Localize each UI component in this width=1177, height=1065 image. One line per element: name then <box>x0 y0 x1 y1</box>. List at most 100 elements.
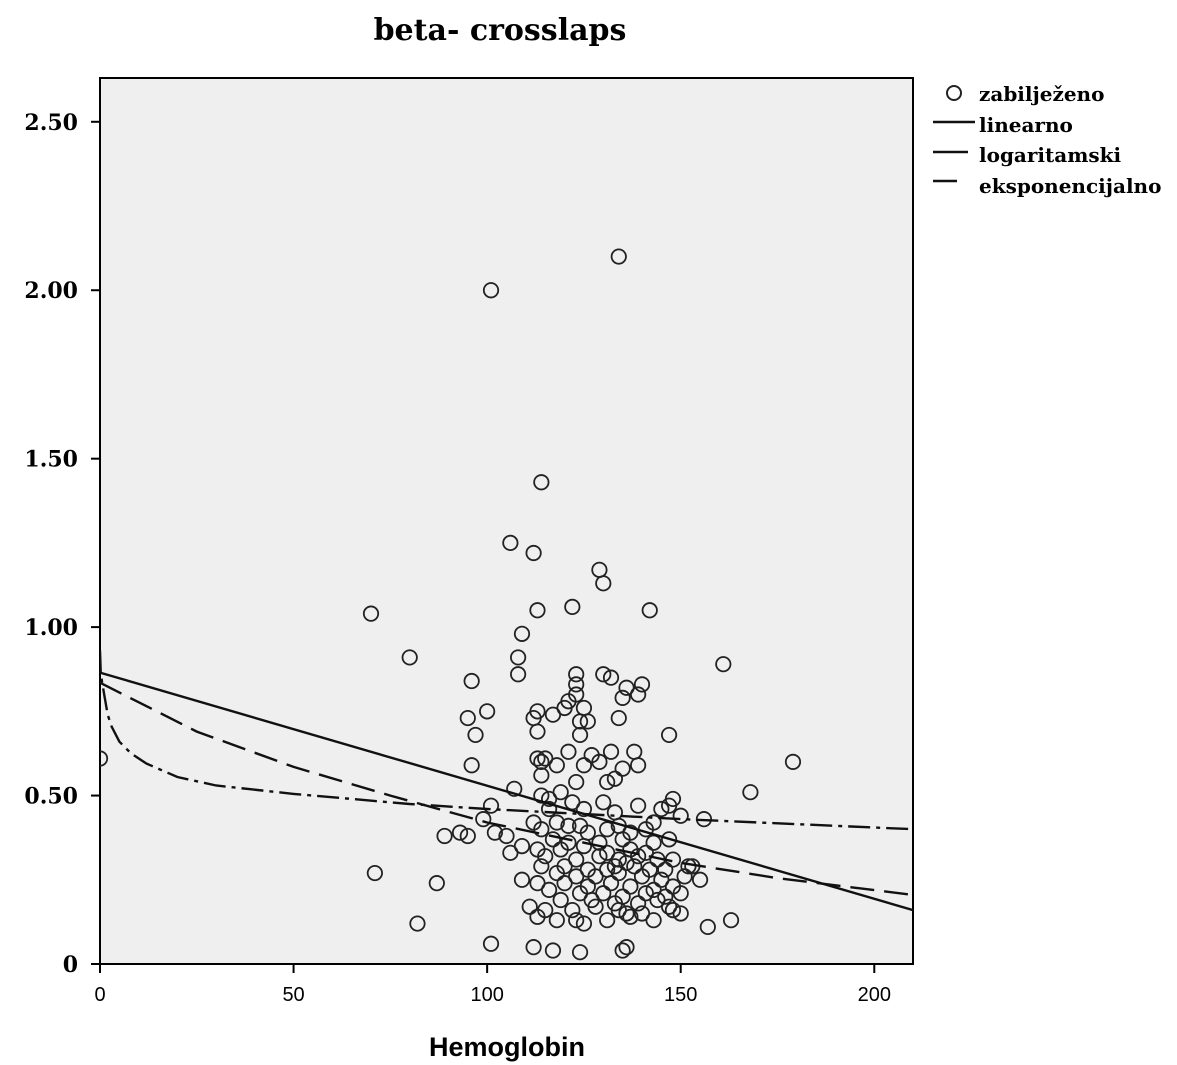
fit-line-solid <box>100 671 913 912</box>
data-point <box>498 827 515 845</box>
data-point <box>660 726 678 744</box>
data-point <box>513 871 531 888</box>
fit-line-dashed <box>100 681 913 897</box>
data-point <box>599 773 616 791</box>
data-point <box>610 248 627 265</box>
data-point <box>653 800 670 818</box>
data-point <box>552 784 569 801</box>
data-point <box>630 797 647 814</box>
data-point <box>436 827 453 845</box>
data-point <box>510 666 527 683</box>
data-point <box>602 669 620 686</box>
data-point <box>475 811 492 828</box>
data-point <box>599 912 616 929</box>
chart-title: beta- crosslaps <box>374 13 627 48</box>
data-point <box>533 858 550 875</box>
data-point <box>529 750 546 767</box>
data-point <box>482 935 500 952</box>
data-point <box>587 868 604 885</box>
data-point <box>575 800 593 818</box>
data-point <box>366 864 383 882</box>
data-point <box>610 709 627 727</box>
data-point <box>672 807 689 824</box>
data-point <box>614 689 631 706</box>
y-tick-label: 2.50 <box>24 110 78 136</box>
data-point <box>660 831 678 848</box>
legend-label: logaritamski <box>979 143 1121 167</box>
data-point <box>564 598 581 616</box>
data-point <box>676 868 693 885</box>
data-point <box>571 726 589 744</box>
x-tick-label: 100 <box>470 984 503 1006</box>
data-point <box>575 757 593 774</box>
data-point <box>552 841 569 858</box>
data-point <box>100 750 109 767</box>
data-point <box>664 901 682 919</box>
data-point <box>544 831 562 848</box>
data-point <box>672 905 689 922</box>
data-point <box>564 901 581 919</box>
plot-area <box>99 77 914 965</box>
data-point <box>428 875 445 892</box>
data-point <box>606 770 624 787</box>
data-point <box>568 676 585 693</box>
data-point <box>602 743 620 760</box>
y-tick-label: 2.00 <box>24 278 78 304</box>
data-point <box>630 686 647 703</box>
data-point <box>784 753 802 770</box>
data-point <box>467 726 484 744</box>
data-point <box>641 602 658 619</box>
legend: zabilježeno linearno logaritamski eksponenc… <box>933 82 1161 198</box>
data-point <box>533 821 550 838</box>
data-point <box>533 767 550 784</box>
observed-points <box>100 248 802 961</box>
data-point <box>548 912 565 929</box>
data-point <box>529 723 546 740</box>
data-point <box>463 672 480 690</box>
data-point <box>645 912 662 929</box>
data-point <box>575 915 593 932</box>
data-point <box>548 864 565 882</box>
data-point <box>533 474 550 491</box>
data-point <box>610 864 627 882</box>
data-point <box>672 885 689 902</box>
data-point <box>630 895 647 912</box>
data-point <box>529 602 546 619</box>
x-axis: 0 50 100 150 200 <box>94 964 891 1006</box>
data-point <box>614 831 631 848</box>
data-point <box>591 753 608 770</box>
data-point <box>560 817 577 834</box>
legend-label: zabilježeno <box>979 82 1104 106</box>
data-point <box>575 837 593 855</box>
data-point <box>595 794 612 811</box>
x-tick-label: 50 <box>282 984 304 1006</box>
data-point <box>571 713 589 730</box>
data-point <box>482 282 500 299</box>
data-point <box>560 743 577 760</box>
y-axis: 0 0.50 1.00 1.50 2.00 2.50 <box>24 110 100 978</box>
data-point <box>459 709 476 727</box>
data-point <box>521 898 538 915</box>
x-tick-label: 0 <box>94 984 105 1006</box>
fit-lines <box>100 650 913 912</box>
data-point <box>633 676 651 693</box>
data-point <box>525 939 542 956</box>
legend-label: linearno <box>979 113 1073 137</box>
data-point <box>622 908 639 925</box>
data-point <box>579 713 596 730</box>
data-point <box>529 908 546 925</box>
y-tick-label: 1.00 <box>24 615 78 641</box>
data-point <box>510 649 527 666</box>
data-point <box>533 753 550 770</box>
data-point <box>525 544 542 562</box>
data-point <box>664 790 682 808</box>
data-point <box>556 875 573 892</box>
data-point <box>614 760 631 777</box>
data-point <box>544 942 562 959</box>
data-point <box>544 706 562 723</box>
data-point <box>506 780 523 797</box>
data-point <box>401 649 418 666</box>
data-point <box>742 784 759 801</box>
data-point <box>591 848 608 865</box>
